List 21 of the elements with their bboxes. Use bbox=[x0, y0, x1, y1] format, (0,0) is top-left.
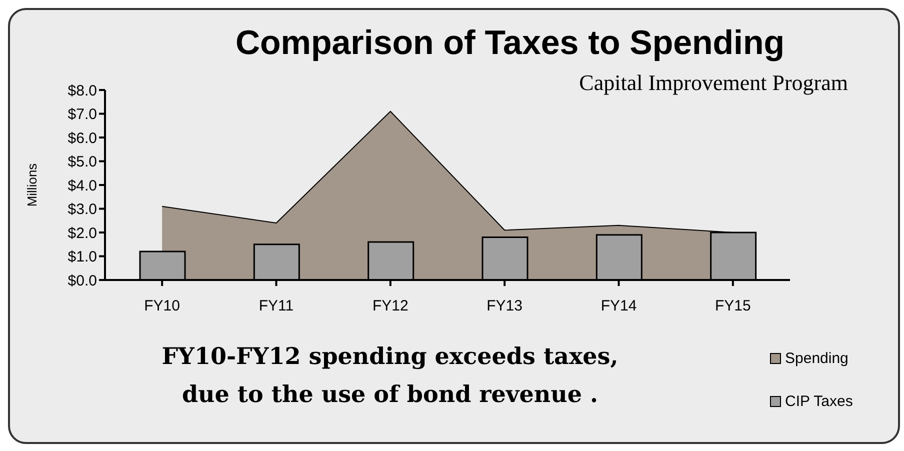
y-tick-label: $7.0 bbox=[68, 106, 97, 124]
text: FY10-FY12 spending exceeds taxes, due to the use of bond revenue . bbox=[160, 342, 620, 410]
x-tick-label: FY13 bbox=[486, 298, 523, 315]
chart-subtitle: Capital Improvement Program bbox=[579, 70, 848, 96]
x-tick-label: FY15 bbox=[714, 298, 751, 315]
x-tick-label: FY11 bbox=[258, 298, 294, 315]
legend-label: CIP Taxes bbox=[785, 393, 853, 410]
y-tick-label: $2.0 bbox=[68, 224, 97, 242]
y-tick-label: $1.0 bbox=[68, 248, 97, 266]
y-tick-label: $6.0 bbox=[68, 130, 97, 147]
x-tick-label: FY14 bbox=[600, 298, 637, 315]
y-tick-label: $0.0 bbox=[68, 272, 97, 290]
y-tick-label: $3.0 bbox=[68, 201, 97, 218]
y-tick-label: $5.0 bbox=[68, 154, 97, 171]
legend-label: Spending bbox=[785, 350, 848, 367]
x-tick-label: FY12 bbox=[372, 298, 408, 315]
y-axis-title: Millions bbox=[24, 162, 40, 207]
y-tick-label: $4.0 bbox=[68, 177, 97, 194]
chart-title: Comparison of Taxes to Spending bbox=[234, 24, 786, 63]
y-tick-label: $8.0 bbox=[68, 82, 97, 100]
x-tick-label: FY10 bbox=[144, 298, 180, 315]
